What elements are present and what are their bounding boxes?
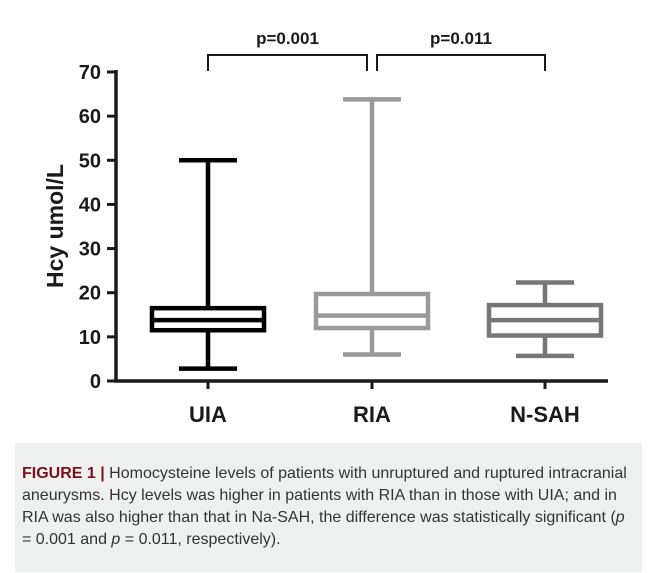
caption-text-3: = 0.011, respectively). [120, 531, 280, 548]
y-tick-label: 50 [79, 150, 101, 172]
x-tick-label: RIA [353, 402, 391, 427]
box-plot-chart: 0 10 20 30 40 50 60 70 UIA RIA N-SAH p=0.001 p=0.01… [0, 0, 659, 443]
caption-p-symbol-1: p [616, 509, 625, 526]
x-tick-label: UIA [189, 402, 227, 427]
axes: 0 10 20 30 40 50 60 70 UIA RIA N-SAH [79, 62, 608, 427]
y-tick-label: 60 [79, 106, 101, 128]
y-tick-label: 30 [79, 239, 101, 261]
y-tick-label: 0 [90, 371, 101, 393]
figure-caption: FIGURE 1 | Homocysteine levels of patien… [22, 463, 632, 551]
box-series [152, 99, 601, 368]
x-tick-label: N-SAH [510, 402, 580, 427]
comparison-bracket [377, 55, 545, 71]
box-ria [316, 99, 428, 354]
caption-lead: FIGURE 1 | [22, 465, 105, 482]
box-uia [152, 160, 264, 368]
iqr-box [316, 294, 428, 328]
y-tick-label: 70 [79, 62, 101, 84]
p-value-label: p=0.011 [430, 29, 492, 48]
significance-brackets: p=0.001 p=0.011 [208, 29, 545, 71]
y-tick-label: 20 [79, 283, 101, 305]
box-n-sah [489, 283, 601, 356]
p-value-label: p=0.001 [256, 29, 319, 48]
caption-p-symbol-2: p [111, 531, 120, 548]
caption-text-1: Homocysteine levels of patients with unr… [22, 465, 627, 526]
y-axis-label: Hcy umol/L [42, 164, 68, 288]
y-tick-label: 10 [79, 327, 101, 349]
caption-text-2: = 0.001 and [22, 531, 111, 548]
comparison-bracket [208, 55, 367, 71]
y-tick-label: 40 [79, 194, 101, 216]
